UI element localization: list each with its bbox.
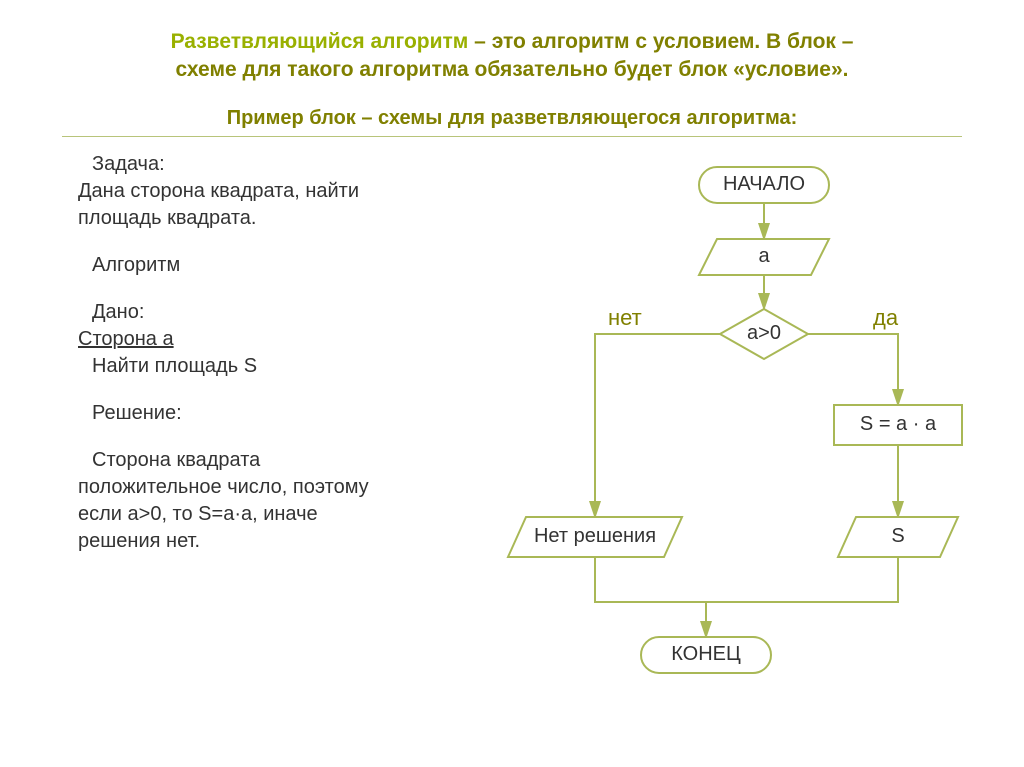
sol-line2: положительное число, поэтому xyxy=(78,474,498,501)
node-start-label: НАЧАЛО xyxy=(699,173,829,196)
text-column: Задача: Дана сторона квадрата, найти пло… xyxy=(78,147,498,707)
branch-no-label: нет xyxy=(608,305,642,331)
sol-line3: если а>0, то S=a·a, иначе xyxy=(78,501,498,528)
sol-line4: решения нет. xyxy=(78,528,498,555)
subtitle: Пример блок – схемы для разветвляющегося… xyxy=(80,107,944,130)
branch-yes-label: да xyxy=(873,305,898,331)
flowchart-area: нет да НАЧАЛО а а>0 S = a · a S Нет решения КО… xyxy=(498,147,978,707)
title-accent: Разветвляющийся алгоритм xyxy=(171,30,469,53)
find-s: Найти площадь S xyxy=(78,353,498,380)
solution-label: Решение: xyxy=(78,400,498,427)
task-body1: Дана сторона квадрата, найти xyxy=(78,178,498,205)
node-end-label: КОНЕЦ xyxy=(641,643,771,666)
node-input_a-label: а xyxy=(699,245,829,268)
page-title: Разветвляющийся алгоритм – это алгоритм … xyxy=(80,28,944,85)
task-label: Задача: xyxy=(78,151,498,178)
algorithm-label: Алгоритм xyxy=(78,252,498,279)
title-line2: схеме для такого алгоритма обязательно б… xyxy=(175,58,848,81)
node-no_sol-label: Нет решения xyxy=(508,525,682,548)
node-calc-label: S = a · a xyxy=(834,413,962,436)
side-a: Сторона а xyxy=(78,326,498,353)
sol-line1: Сторона квадрата xyxy=(78,447,498,474)
given-label: Дано: xyxy=(78,299,498,326)
node-cond-label: а>0 xyxy=(720,322,808,345)
title-rest1: – это алгоритм с условием. В блок – xyxy=(468,30,853,53)
node-out_s-label: S xyxy=(838,525,958,548)
task-body2: площадь квадрата. xyxy=(78,205,498,232)
